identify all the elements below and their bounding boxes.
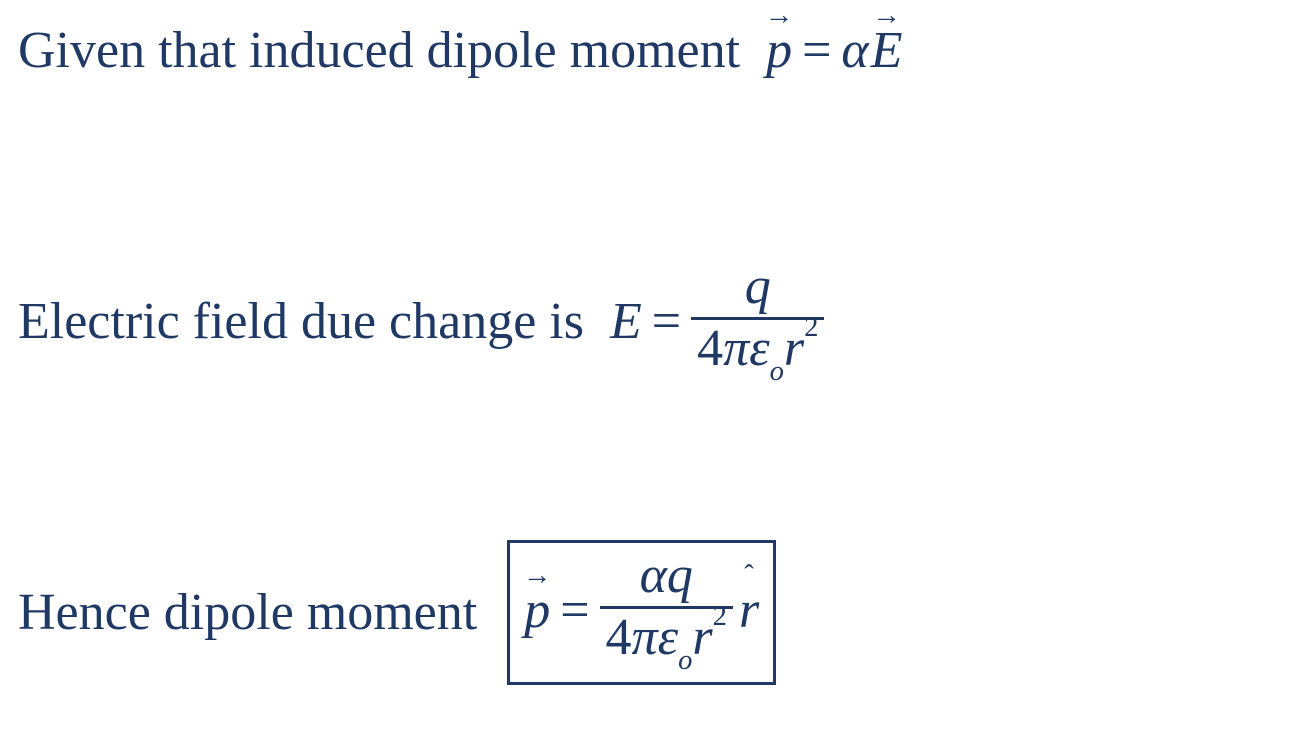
boxed-result: p → = αq 4πεor2 r ˆ: [507, 540, 776, 685]
den-r-sup: 2: [804, 312, 818, 343]
den3-r: r: [692, 609, 712, 666]
den-4: 4: [697, 320, 723, 377]
den3-4: 4: [606, 609, 632, 666]
den-eps-sub: o: [770, 356, 784, 387]
den3-pi: π: [632, 609, 658, 666]
symbol-E-vector: E →: [871, 25, 903, 77]
symbol-r-hat: r ˆ: [739, 585, 759, 637]
equals-2: =: [652, 296, 681, 348]
symbol-p-vector-box: p →: [524, 585, 550, 637]
symbol-p-vector: p →: [766, 25, 792, 77]
fraction-line2-den: 4πεor2: [691, 322, 824, 383]
symbol-E-line2: E: [610, 296, 642, 348]
den-pi: π: [723, 320, 749, 377]
den-r: r: [784, 320, 804, 377]
line-1-text: Given that induced dipole moment: [18, 25, 766, 77]
line-1: Given that induced dipole moment p → = α…: [18, 25, 902, 77]
symbol-alpha: α: [841, 25, 868, 77]
fraction-line3: αq 4πεor2: [600, 549, 733, 672]
den3-eps: ε: [658, 609, 679, 666]
line-2-text: Electric field due change is: [18, 296, 610, 348]
fraction-line3-num: αq: [634, 549, 699, 604]
line-3: Hence dipole moment p → = αq 4πεor2 r ˆ: [18, 540, 776, 685]
equals-1: =: [802, 25, 831, 77]
den-eps: ε: [749, 320, 770, 377]
den3-eps-sub: o: [678, 645, 692, 676]
den3-r-sup: 2: [713, 601, 727, 632]
fraction-line3-den: 4πεor2: [600, 611, 733, 672]
equals-3: =: [560, 585, 589, 637]
fraction-line2: q 4πεor2: [691, 260, 824, 383]
num-alpha: α: [640, 547, 667, 604]
line-3-text: Hence dipole moment: [18, 587, 503, 639]
line-2: Electric field due change is E = q 4πεor…: [18, 260, 824, 383]
fraction-line2-num: q: [739, 260, 777, 315]
num-q: q: [667, 547, 693, 604]
